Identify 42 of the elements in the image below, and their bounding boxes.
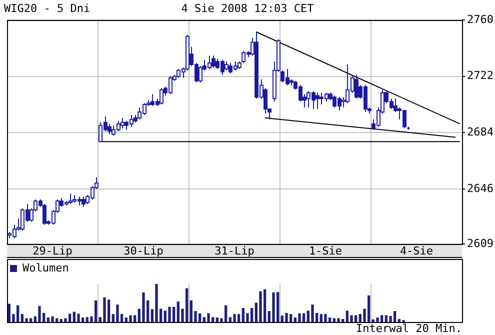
bar <box>311 304 314 322</box>
bar <box>103 297 106 322</box>
chart-subtitle: 4 Sie 2008 12:03 CET <box>181 2 314 15</box>
bar <box>142 292 145 322</box>
bar <box>129 315 132 322</box>
y-tick-label: 2760 <box>467 12 494 26</box>
y-tick-label: 2722 <box>467 69 494 82</box>
bar <box>285 312 288 322</box>
candlestick <box>160 88 164 106</box>
x-tick-label: 30-Lip <box>124 244 164 258</box>
candlestick <box>212 55 216 68</box>
legend-label: Wolumen <box>22 261 69 274</box>
bar <box>116 304 119 322</box>
bar <box>25 318 28 322</box>
bar <box>324 314 327 322</box>
y-tick-label: 2609 <box>467 236 494 250</box>
bar <box>272 292 275 322</box>
candlestick <box>42 203 46 226</box>
candlestick <box>82 196 86 208</box>
x-tick-label: 4-Sie <box>400 244 434 258</box>
bar <box>298 313 301 322</box>
bar <box>155 284 158 322</box>
candlestick <box>354 74 358 100</box>
bar <box>168 306 171 322</box>
bar <box>38 306 41 322</box>
candlestick <box>120 117 124 129</box>
bar <box>207 313 210 322</box>
y-tick-label: 2646 <box>467 182 494 195</box>
bar <box>233 314 236 322</box>
annotation: Interwal 20 Min. <box>356 322 462 335</box>
bar <box>259 291 262 322</box>
bar <box>51 316 54 322</box>
chart-title: WIG20 - 5 Dni <box>4 2 90 15</box>
bar <box>337 318 340 322</box>
x-tick-label: 29-Lip <box>32 244 72 258</box>
y-tick-label: 2684 <box>467 126 494 139</box>
bar <box>376 317 379 322</box>
x-tick-label: 31-Lip <box>214 244 254 258</box>
candlestick <box>68 193 72 204</box>
bar <box>77 314 80 322</box>
x-tick-label: 1-Sie <box>308 244 342 258</box>
candlestick <box>316 92 320 110</box>
